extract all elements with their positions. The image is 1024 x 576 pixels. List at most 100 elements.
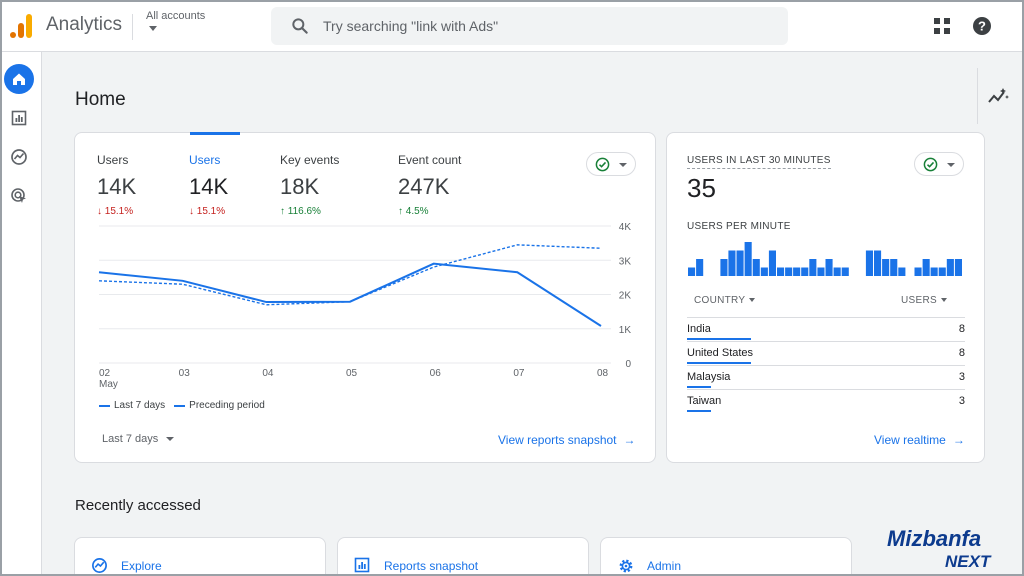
help-icon[interactable]: ? bbox=[971, 15, 993, 37]
metric-event-count[interactable]: Event count 247K ↑ 4.5% bbox=[398, 153, 461, 217]
gear-icon bbox=[619, 559, 633, 573]
realtime-title[interactable]: USERS IN LAST 30 MINUTES bbox=[687, 155, 831, 169]
column-country[interactable]: COUNTRY bbox=[694, 295, 756, 306]
recent-item-label: Explore bbox=[121, 559, 162, 573]
search-bar[interactable] bbox=[271, 7, 788, 45]
home-icon bbox=[13, 73, 25, 85]
recent-item-label: Reports snapshot bbox=[384, 559, 479, 573]
right-divider bbox=[977, 68, 978, 124]
legend-swatch-dashed bbox=[174, 404, 186, 407]
y-tick-label: 2K bbox=[619, 291, 632, 302]
minute-bar bbox=[817, 267, 825, 276]
search-icon bbox=[292, 18, 308, 34]
country-users: 3 bbox=[958, 395, 965, 407]
nav-advertising[interactable] bbox=[4, 181, 34, 211]
minute-bar bbox=[898, 267, 906, 276]
analytics-logo-icon[interactable] bbox=[9, 13, 33, 39]
series-line-current bbox=[98, 262, 602, 327]
date-range-dropdown[interactable]: Last 7 days bbox=[102, 433, 175, 445]
realtime-card: USERS IN LAST 30 MINUTES 35 USERS PER MI… bbox=[666, 132, 985, 463]
apps-grid-icon[interactable] bbox=[932, 16, 952, 36]
y-tick-label: 0 bbox=[625, 359, 631, 370]
realtime-status-dropdown[interactable] bbox=[914, 152, 964, 176]
view-realtime-link[interactable]: View realtime → bbox=[874, 433, 965, 447]
x-tick-label: 05 bbox=[346, 368, 358, 379]
y-tick-label: 4K bbox=[619, 222, 632, 233]
page-title: Home bbox=[75, 89, 126, 110]
minute-bar bbox=[938, 267, 946, 276]
minute-bar bbox=[744, 242, 752, 276]
minute-bar bbox=[825, 259, 833, 276]
realtime-users-value: 35 bbox=[687, 173, 716, 203]
table-divider bbox=[687, 341, 965, 342]
nav-reports[interactable] bbox=[4, 103, 34, 133]
check-circle-icon bbox=[923, 157, 938, 172]
metric-value: 14K bbox=[189, 174, 229, 199]
legend-swatch-solid bbox=[99, 404, 110, 407]
svg-text:?: ? bbox=[978, 19, 986, 34]
metric-users[interactable]: Users 14K ↓ 15.1% bbox=[97, 153, 136, 217]
caret-down-icon bbox=[749, 298, 756, 303]
x-tick-label: 02 bbox=[99, 368, 111, 379]
minute-bar bbox=[865, 250, 873, 276]
selected-metric-indicator bbox=[190, 132, 240, 135]
users-per-minute-chart bbox=[688, 242, 962, 276]
x-month-label: May bbox=[99, 379, 118, 390]
metric-delta: ↓ 15.1% bbox=[97, 206, 134, 217]
caret-down-icon bbox=[947, 163, 955, 167]
recent-reports-card[interactable]: Reports snapshot bbox=[337, 537, 589, 576]
country-name: India bbox=[687, 323, 711, 335]
nav-home[interactable] bbox=[4, 64, 34, 94]
table-row: Malaysia 3 bbox=[687, 366, 965, 390]
legend-current: Last 7 days bbox=[114, 400, 166, 411]
arrow-right-icon: → bbox=[952, 433, 965, 447]
column-users[interactable]: USERS bbox=[901, 295, 947, 306]
minute-bar bbox=[882, 259, 890, 276]
account-selector[interactable]: All accounts bbox=[146, 10, 205, 31]
caret-down-icon bbox=[940, 298, 947, 303]
recent-admin-card[interactable]: Admin bbox=[600, 537, 852, 576]
users-line-chart: 0 1K 2K 3K 4K 02 03 04 05 06 07 08 May bbox=[98, 222, 632, 390]
y-tick-label: 1K bbox=[619, 325, 632, 336]
series-line-preceding bbox=[98, 244, 602, 306]
metric-value: 247K bbox=[398, 174, 450, 199]
caret-down-icon bbox=[149, 26, 157, 31]
nav-explore[interactable] bbox=[4, 142, 34, 172]
mizbanfa-watermark-logo: Mizbanfa NEXT bbox=[887, 526, 992, 570]
users-per-minute-label: USERS PER MINUTE bbox=[687, 221, 791, 232]
country-users: 3 bbox=[958, 371, 965, 383]
metric-key-events[interactable]: Key events 18K ↑ 116.6% bbox=[280, 153, 339, 217]
recently-accessed-title: Recently accessed bbox=[75, 497, 201, 514]
minute-bar bbox=[954, 259, 962, 276]
minute-bar bbox=[890, 259, 898, 276]
insights-icon[interactable] bbox=[987, 86, 1009, 108]
country-name: United States bbox=[687, 347, 754, 359]
search-input[interactable] bbox=[323, 7, 763, 45]
minute-bar bbox=[841, 267, 849, 276]
x-tick-label: 06 bbox=[430, 368, 442, 379]
metric-users-selected[interactable]: Users 14K ↓ 15.1% bbox=[189, 153, 228, 217]
header-divider bbox=[132, 14, 133, 40]
column-label: COUNTRY bbox=[694, 295, 746, 306]
minute-bar bbox=[922, 259, 930, 276]
recent-explore-card[interactable]: Explore bbox=[74, 537, 326, 576]
minute-bar bbox=[696, 259, 704, 276]
metric-value: 14K bbox=[97, 174, 137, 199]
target-cursor-icon bbox=[11, 188, 26, 203]
legend-previous: Preceding period bbox=[189, 400, 265, 411]
metric-delta: ↓ 15.1% bbox=[189, 206, 226, 217]
explore-icon bbox=[11, 149, 27, 165]
comparison-status-dropdown[interactable] bbox=[586, 152, 636, 176]
app-name: Analytics bbox=[46, 14, 123, 35]
caret-down-icon bbox=[619, 163, 627, 167]
table-divider bbox=[687, 389, 965, 390]
arrow-right-icon: → bbox=[623, 433, 636, 447]
minute-bar bbox=[768, 250, 776, 276]
share-bar bbox=[687, 386, 711, 388]
minute-bar bbox=[728, 250, 736, 276]
account-label: All accounts bbox=[146, 10, 206, 22]
view-reports-snapshot-link[interactable]: View reports snapshot → bbox=[498, 433, 636, 447]
check-circle-icon bbox=[595, 157, 610, 172]
column-label: USERS bbox=[901, 295, 937, 306]
explore-icon bbox=[92, 558, 107, 573]
